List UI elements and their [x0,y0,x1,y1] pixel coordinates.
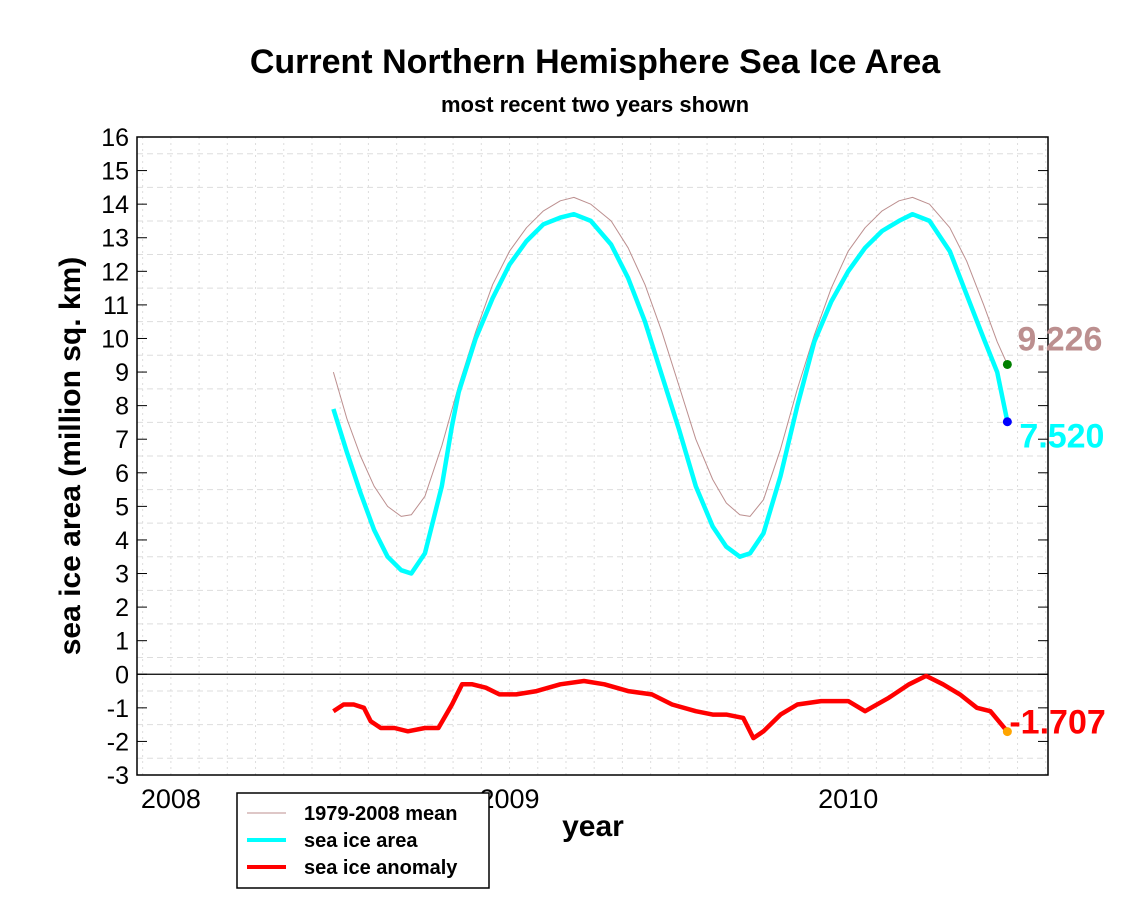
y-tick-label: 10 [101,325,129,353]
y-tick-label: 15 [101,158,129,186]
y-axis-label: sea ice area (million sq. km) [54,257,87,656]
legend: 1979-2008 mean sea ice area sea ice anom… [236,792,490,889]
y-tick-label: 12 [101,258,129,286]
chart-subtitle: most recent two years shown [441,92,749,117]
end-value-label: -1.707 [1009,704,1105,742]
anomaly-line [332,673,1010,741]
end-point-marker [1002,359,1012,369]
x-axis-label: year [562,810,624,843]
plot-frame [136,136,1049,776]
y-tick-label: 0 [115,661,129,689]
end-value-label: 9.226 [1017,320,1102,358]
area-line [331,211,1010,576]
y-tick-label: 7 [115,426,129,454]
chart-title: Current Northern Hemisphere Sea Ice Area [250,43,941,81]
x-tick-label: 2010 [818,784,878,814]
y-tick-label: -2 [107,728,129,756]
legend-label-anomaly: sea ice anomaly [304,857,458,879]
mean-line [332,196,1008,517]
y-tick-label: 8 [115,393,129,421]
end-point-marker [1002,727,1012,737]
x-tick-label: 2008 [141,784,201,814]
y-tick-label: 13 [101,225,129,253]
y-tick-label: -1 [107,695,129,723]
y-tick-label: 11 [103,292,129,320]
y-tick-label: 14 [101,191,129,219]
end-point-marker [1002,417,1012,427]
y-tick-label: 6 [115,460,129,488]
end-value-label: 7.520 [1019,418,1104,456]
y-tick-label: 9 [115,359,129,387]
legend-label-mean: 1979-2008 mean [304,803,457,825]
y-tick-label: 4 [115,527,129,555]
y-tick-label: 5 [115,493,129,521]
y-tick-label: -3 [107,762,129,790]
legend-label-area: sea ice area [304,830,418,852]
y-tick-label: 1 [115,628,129,656]
y-tick-label: 2 [115,594,129,622]
y-tick-label: 16 [101,124,129,152]
y-tick-label: 3 [115,561,129,589]
